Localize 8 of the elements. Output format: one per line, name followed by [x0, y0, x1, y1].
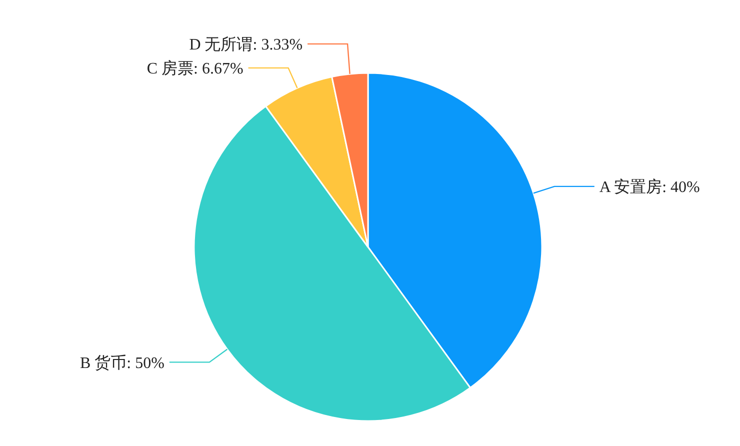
- data-label: : 50%: [126, 354, 164, 372]
- slice-label: B 货币: [80, 354, 127, 372]
- data-label: : 3.33%: [252, 36, 303, 54]
- slice-label: C 房票: [146, 60, 194, 78]
- data-label: : 40%: [662, 179, 700, 196]
- slice-label: D 无所谓: [189, 36, 253, 54]
- slice-label: A 安置房: [599, 178, 662, 196]
- data-label: : 6.67%: [194, 60, 244, 78]
